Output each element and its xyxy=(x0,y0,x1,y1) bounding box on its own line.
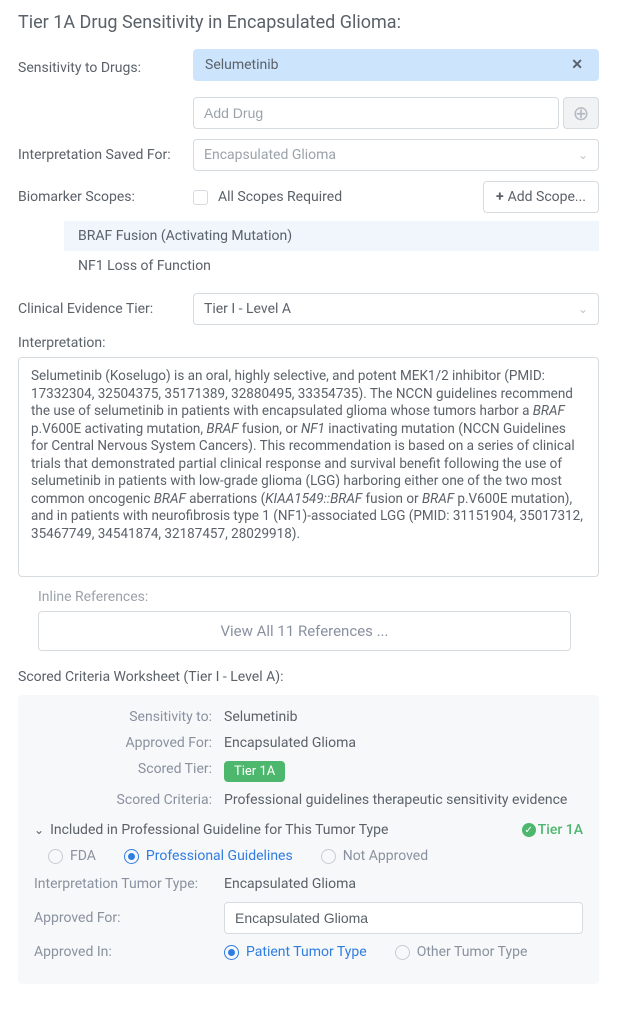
chevron-down-icon: ⌄ xyxy=(34,823,44,837)
ws-approved-for-value: Encapsulated Glioma xyxy=(224,735,583,751)
clinical-tier-select[interactable]: Tier I - Level A ⌄ xyxy=(193,293,599,325)
radio-icon xyxy=(395,945,410,960)
interpretation-tumor-type-label: Interpretation Tumor Type: xyxy=(34,876,224,892)
ws-scored-criteria-label: Scored Criteria: xyxy=(34,792,224,808)
interpretation-saved-for-row: Interpretation Saved For: Encapsulated G… xyxy=(18,139,599,171)
radio-prof-label: Professional Guidelines xyxy=(146,848,293,864)
approved-for-input[interactable] xyxy=(224,902,583,934)
interpretation-textarea[interactable]: Selumetinib (Koselugo) is an oral, highl… xyxy=(18,357,599,577)
scope-item[interactable]: BRAF Fusion (Activating Mutation) xyxy=(64,221,599,251)
scored-tier-badge: Tier 1A xyxy=(224,761,285,782)
add-drug-input[interactable] xyxy=(193,97,559,129)
radio-patient-label: Patient Tumor Type xyxy=(246,944,367,960)
scope-list: BRAF Fusion (Activating Mutation) NF1 Lo… xyxy=(64,221,599,281)
clinical-tier-row: Clinical Evidence Tier: Tier I - Level A… xyxy=(18,293,599,325)
radio-other-label: Other Tumor Type xyxy=(417,944,528,960)
guideline-header-text: Included in Professional Guideline for T… xyxy=(50,822,388,838)
selected-drug-name: Selumetinib xyxy=(205,57,279,73)
chevron-down-icon: ⌄ xyxy=(578,148,588,162)
radio-professional-guidelines[interactable]: Professional Guidelines xyxy=(124,848,293,864)
ws-sensitivity-value: Selumetinib xyxy=(224,709,583,725)
add-drug-row: ⊕ xyxy=(18,97,599,129)
radio-fda-label: FDA xyxy=(70,848,96,864)
chevron-down-icon: ⌄ xyxy=(578,302,588,316)
radio-not-approved[interactable]: Not Approved xyxy=(321,848,428,864)
ws-scored-tier-label: Scored Tier: xyxy=(34,761,224,782)
plus-icon: + xyxy=(496,189,504,205)
radio-fda[interactable]: FDA xyxy=(48,848,96,864)
guideline-header[interactable]: ⌄ Included in Professional Guideline for… xyxy=(34,822,583,838)
approved-for-label: Approved For: xyxy=(34,910,224,926)
radio-patient-tumor-type[interactable]: Patient Tumor Type xyxy=(224,944,367,960)
scope-item[interactable]: NF1 Loss of Function xyxy=(64,251,599,281)
interpretation-label: Interpretation: xyxy=(18,335,599,351)
ws-row-approved-for: Approved For: Encapsulated Glioma xyxy=(34,735,583,751)
sensitivity-row: Sensitivity to Drugs: Selumetinib ✕ xyxy=(18,49,599,87)
interpretation-saved-for-select[interactable]: Encapsulated Glioma ⌄ xyxy=(193,139,599,171)
sensitivity-label: Sensitivity to Drugs: xyxy=(18,60,193,76)
plus-circle-icon: ⊕ xyxy=(573,101,590,125)
radio-not-approved-label: Not Approved xyxy=(343,848,428,864)
interpretation-saved-for-label: Interpretation Saved For: xyxy=(18,147,193,163)
guideline-tier-label: Tier 1A xyxy=(538,822,583,838)
add-scope-label: Add Scope... xyxy=(508,189,586,205)
clinical-tier-value: Tier I - Level A xyxy=(204,301,291,317)
selected-drug-tag: Selumetinib ✕ xyxy=(193,49,599,81)
radio-icon xyxy=(124,849,139,864)
inline-references-label: Inline References: xyxy=(38,589,599,605)
radio-icon xyxy=(48,849,63,864)
interpretation-tumor-type-row: Interpretation Tumor Type: Encapsulated … xyxy=(34,876,583,892)
interpretation-saved-for-value: Encapsulated Glioma xyxy=(204,147,336,163)
all-scopes-required-label: All Scopes Required xyxy=(218,189,342,205)
biomarker-scopes-label: Biomarker Scopes: xyxy=(18,189,193,205)
approved-in-row: Approved In: Patient Tumor Type Other Tu… xyxy=(34,944,583,960)
biomarker-scopes-row: Biomarker Scopes: All Scopes Required + … xyxy=(18,181,599,213)
worksheet-title: Scored Criteria Worksheet (Tier I - Leve… xyxy=(18,669,599,685)
add-drug-button[interactable]: ⊕ xyxy=(563,97,599,129)
all-scopes-required-checkbox[interactable] xyxy=(193,190,208,205)
remove-drug-icon[interactable]: ✕ xyxy=(567,57,587,73)
ws-sensitivity-label: Sensitivity to: xyxy=(34,709,224,725)
add-scope-button[interactable]: + Add Scope... xyxy=(483,181,599,213)
guideline-section: ⌄ Included in Professional Guideline for… xyxy=(34,822,583,960)
radio-other-tumor-type[interactable]: Other Tumor Type xyxy=(395,944,528,960)
view-references-button[interactable]: View All 11 References ... xyxy=(38,611,571,651)
radio-icon xyxy=(224,945,239,960)
ws-row-scored-tier: Scored Tier: Tier 1A xyxy=(34,761,583,782)
source-radio-row: FDA Professional Guidelines Not Approved xyxy=(48,848,583,864)
page-title: Tier 1A Drug Sensitivity in Encapsulated… xyxy=(18,12,599,33)
inline-references-section: Inline References: View All 11 Reference… xyxy=(38,589,599,651)
clinical-tier-label: Clinical Evidence Tier: xyxy=(18,301,193,317)
worksheet-box: Sensitivity to: Selumetinib Approved For… xyxy=(18,695,599,984)
check-circle-icon: ✓ xyxy=(522,823,536,837)
ws-approved-for-label: Approved For: xyxy=(34,735,224,751)
approved-for-row: Approved For: xyxy=(34,902,583,934)
guideline-tier-indicator: ✓ Tier 1A xyxy=(522,822,583,838)
ws-scored-criteria-value: Professional guidelines therapeutic sens… xyxy=(224,792,583,808)
ws-row-scored-criteria: Scored Criteria: Professional guidelines… xyxy=(34,792,583,808)
ws-row-sensitivity: Sensitivity to: Selumetinib xyxy=(34,709,583,725)
radio-icon xyxy=(321,849,336,864)
interpretation-tumor-type-value: Encapsulated Glioma xyxy=(224,876,583,892)
approved-in-label: Approved In: xyxy=(34,944,224,960)
